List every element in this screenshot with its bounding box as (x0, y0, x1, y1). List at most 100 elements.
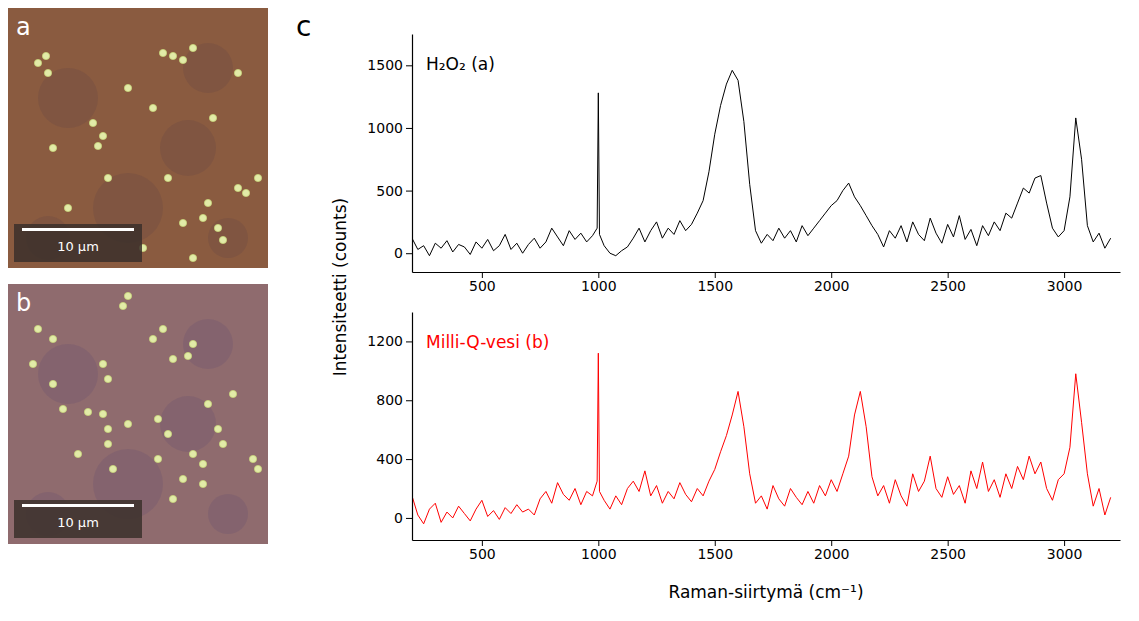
particle (119, 302, 126, 309)
x-tick-label: 2500 (930, 546, 966, 562)
x-tick: 3000 (1047, 272, 1083, 294)
particle (199, 480, 206, 487)
y-tick: 400 (376, 451, 412, 467)
x-tick-label: 1000 (581, 278, 617, 294)
y-tick-label: 400 (376, 451, 403, 467)
y-axis-line (412, 35, 413, 273)
y-tick-label: 500 (376, 183, 403, 199)
y-axis-title: Intensiteetti (counts) (330, 198, 350, 376)
particle (214, 425, 221, 432)
x-axis-title: Raman-siirtymä (cm⁻¹) (668, 582, 863, 602)
x-tick: 500 (469, 540, 496, 562)
particle (169, 355, 176, 362)
particle (179, 56, 186, 63)
y-tick-label: 1500 (367, 57, 403, 73)
y-tick: 0 (394, 510, 412, 526)
x-tick-label: 1500 (697, 546, 733, 562)
panel-letter: c (296, 10, 311, 43)
particle (124, 84, 131, 91)
particle (209, 114, 216, 121)
particle (42, 52, 49, 59)
x-tick: 1500 (697, 272, 733, 294)
particle (204, 400, 211, 407)
figure: a 10 µmb10 µm c H₂O₂ (a) 500 1000 1500 2000 2500… (0, 0, 1139, 621)
x-tick: 1500 (697, 540, 733, 562)
x-tick-label: 3000 (1047, 278, 1083, 294)
micrograph-texture (38, 344, 98, 404)
particle (234, 184, 241, 191)
y-tick-label: 1000 (367, 120, 403, 136)
particle (199, 460, 206, 467)
x-tick: 2500 (930, 272, 966, 294)
x-tick-label: 2000 (814, 278, 850, 294)
y-tick-label: 0 (394, 245, 403, 261)
particle (94, 142, 101, 149)
scale-bar-box (14, 500, 142, 538)
particle (189, 450, 196, 457)
particle (109, 465, 116, 472)
y-tick-mark (406, 65, 412, 66)
y-tick: 1500 (367, 57, 412, 73)
y-tick: 1000 (367, 120, 412, 136)
panel-letter: a (16, 13, 31, 41)
x-tick: 500 (469, 272, 496, 294)
x-tick-label: 500 (469, 546, 496, 562)
x-tick: 1000 (581, 540, 617, 562)
spectrum-line (412, 353, 1111, 524)
x-tick-label: 2500 (930, 278, 966, 294)
micrograph-texture (38, 68, 98, 128)
y-tick-label: 0 (394, 510, 403, 526)
particle (219, 440, 226, 447)
y-axis: 0 400 800 1200 (367, 313, 412, 541)
y-tick: 800 (376, 392, 412, 408)
y-axis-line (412, 313, 413, 541)
series-label: H₂O₂ (a) (426, 54, 495, 74)
micrograph-texture (183, 319, 233, 369)
particle (49, 380, 56, 387)
particle (169, 52, 176, 59)
particle (99, 132, 106, 139)
particle (99, 410, 106, 417)
x-tick: 2000 (814, 272, 850, 294)
y-tick-mark (406, 518, 412, 519)
y-tick-label: 800 (376, 392, 403, 408)
micrograph-background (8, 284, 268, 544)
particle (34, 325, 41, 332)
micrograph-background (8, 8, 268, 268)
x-axis-line (413, 540, 1121, 541)
particle (199, 214, 206, 221)
particle (99, 360, 106, 367)
micrograph-texture (208, 494, 248, 534)
x-axis-line (413, 272, 1121, 273)
x-tick-label: 500 (469, 278, 496, 294)
particle (189, 44, 196, 51)
x-tick-label: 1000 (581, 546, 617, 562)
y-tick-mark (406, 400, 412, 401)
particle (149, 104, 156, 111)
particle (49, 335, 56, 342)
particle (164, 430, 171, 437)
particle (154, 415, 161, 422)
x-tick: 3000 (1047, 540, 1083, 562)
micrograph: b10 µm (8, 284, 268, 544)
micrograph-texture (183, 43, 233, 93)
particle (89, 119, 96, 126)
scale-bar (22, 504, 134, 507)
x-axis: 500 1000 1500 2000 2500 3000 (413, 272, 1121, 294)
micrograph-texture (208, 218, 248, 258)
particle (124, 420, 131, 427)
particle (29, 360, 36, 367)
particle (234, 69, 241, 76)
particle (49, 144, 56, 151)
scale-bar (22, 228, 134, 231)
y-tick-label: 1200 (367, 333, 403, 349)
x-axis: 50010001500200025003000 (413, 540, 1121, 562)
scale-bar-label: 10 µm (57, 515, 99, 530)
particle (164, 174, 171, 181)
particle (84, 408, 91, 415)
particle (169, 495, 176, 502)
particle (44, 69, 51, 76)
particle (179, 475, 186, 482)
particle (64, 204, 71, 211)
particle (104, 425, 111, 432)
